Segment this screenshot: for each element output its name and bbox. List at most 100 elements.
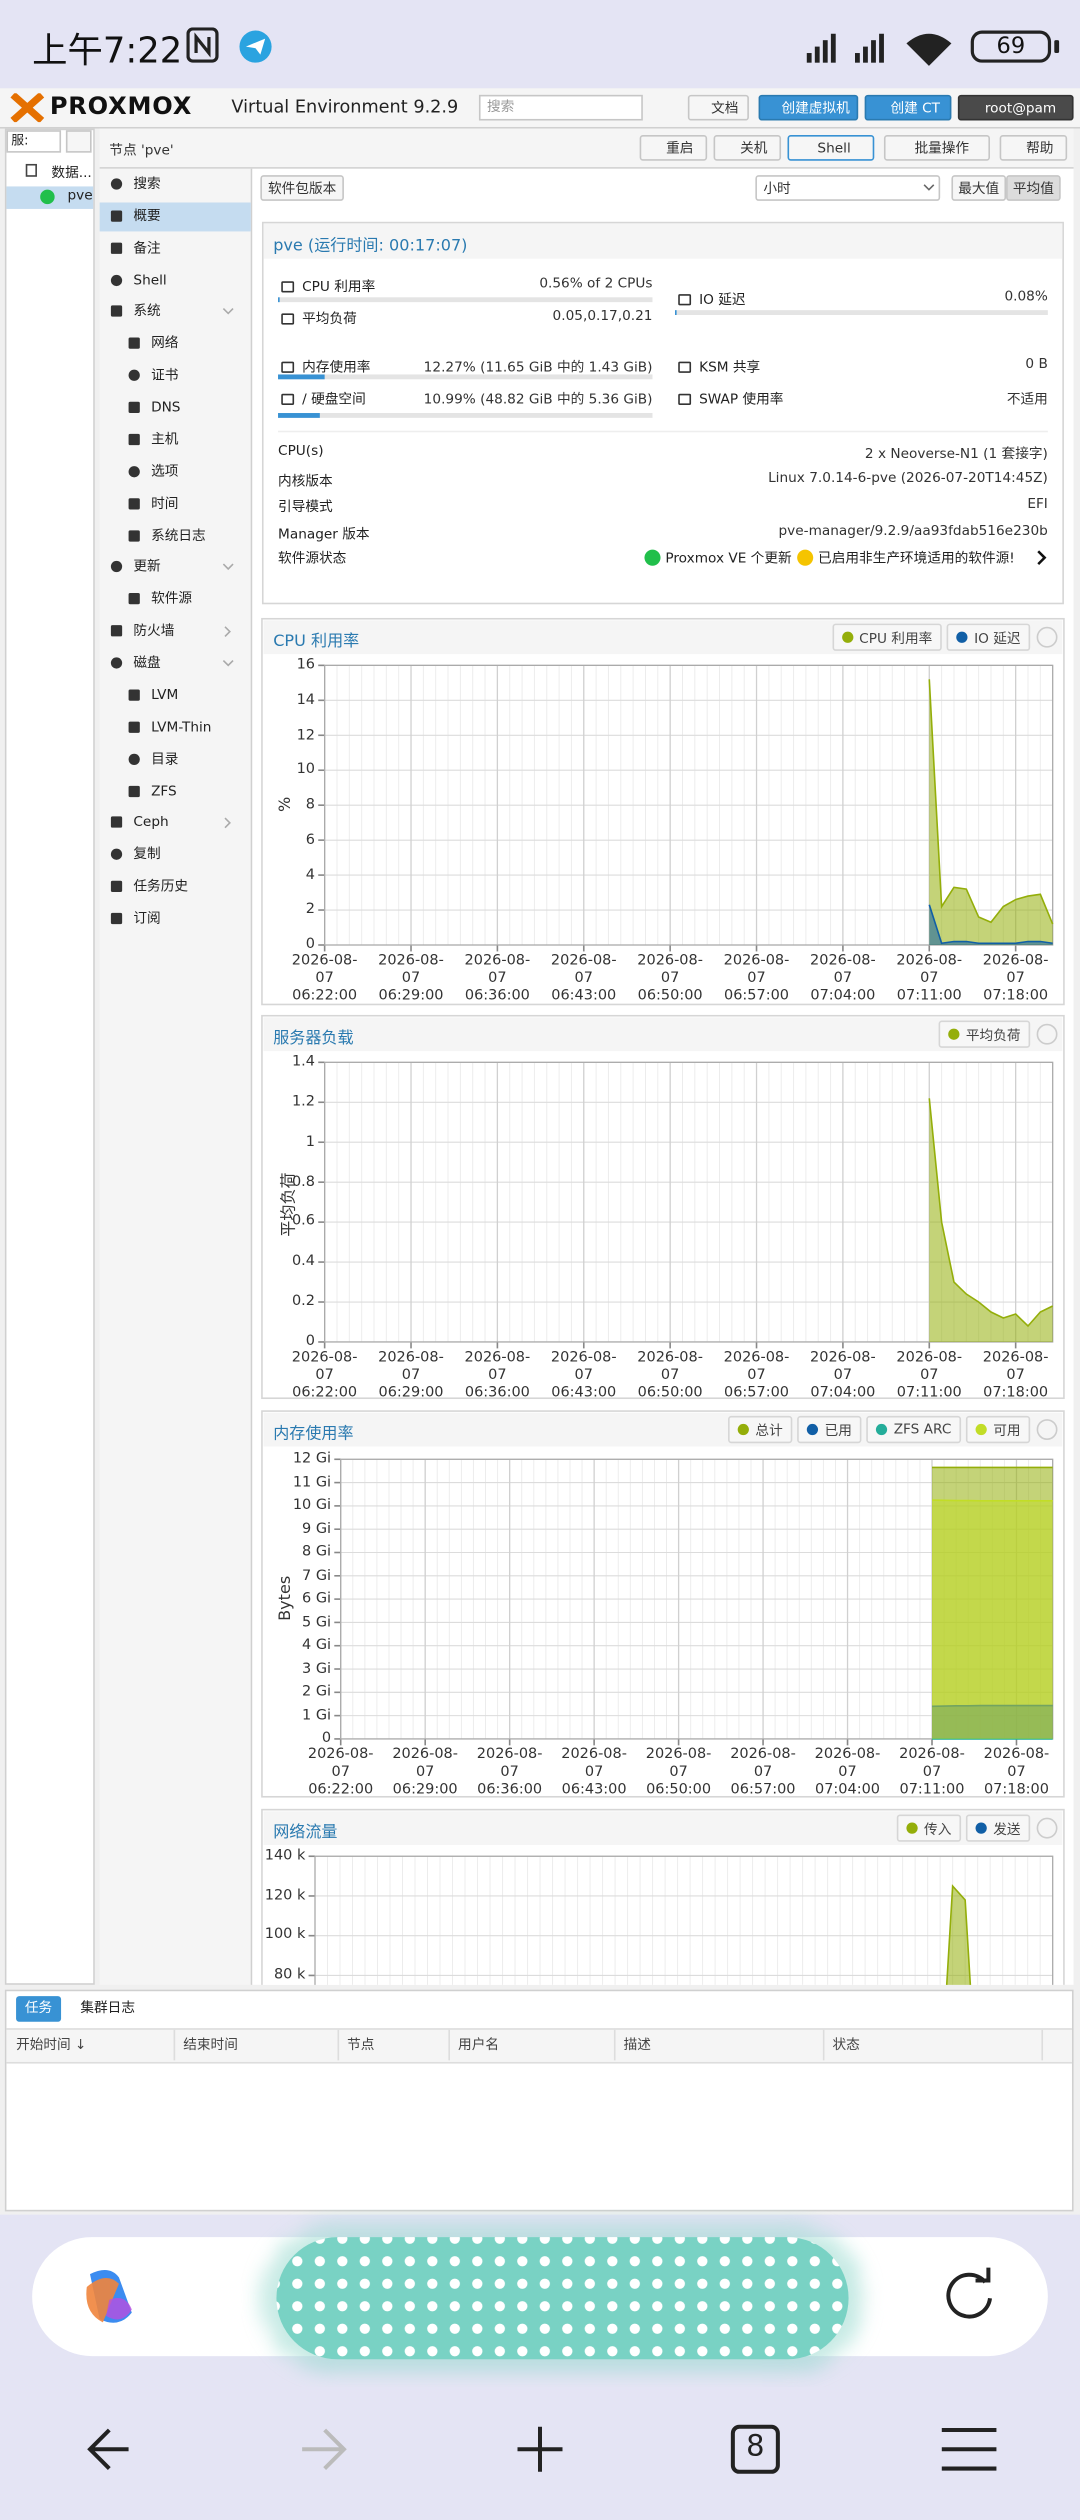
nav-item[interactable]: Ceph xyxy=(133,815,169,832)
brand: PROXMOX xyxy=(49,91,193,121)
chart-toggle[interactable] xyxy=(1036,626,1058,648)
y-tick-label: 1.2 xyxy=(291,1094,315,1111)
legend-item[interactable]: 传入 xyxy=(896,1814,962,1842)
select-arrow xyxy=(923,184,935,191)
nav-item[interactable]: 系统日志 xyxy=(151,528,206,545)
column-header[interactable]: 状态 xyxy=(832,2037,860,2054)
chart-toggle[interactable] xyxy=(1036,1419,1058,1440)
chart-toggle[interactable] xyxy=(1036,1023,1058,1045)
nav-expander[interactable] xyxy=(222,657,235,670)
column-header[interactable]: 开始时间 ↓ xyxy=(16,2037,87,2054)
shell-button[interactable]: Shell xyxy=(787,135,875,161)
legend-item[interactable]: 总计 xyxy=(728,1415,793,1444)
nav-item[interactable]: 备注 xyxy=(133,240,161,257)
tree-item[interactable]: pve xyxy=(67,188,93,205)
column-divider xyxy=(613,2029,616,2061)
legend-item[interactable]: 可用 xyxy=(965,1415,1031,1444)
search-box[interactable]: 搜索 xyxy=(478,94,643,121)
y-tick-label: 2 Gi xyxy=(302,1684,332,1701)
help-button[interactable]: 帮助 xyxy=(999,135,1068,161)
max-toggle[interactable]: 最大值 xyxy=(951,175,1007,201)
legend-label: 平均负荷 xyxy=(965,1027,1021,1044)
column-header[interactable]: 节点 xyxy=(347,2037,375,2054)
nav-expander[interactable] xyxy=(222,306,235,319)
nav-item[interactable]: 网络 xyxy=(151,336,179,353)
y-tick-label: 80 k xyxy=(273,1967,306,1984)
nav-item[interactable]: 软件源 xyxy=(151,591,193,608)
nav-item[interactable]: Shell xyxy=(133,272,167,289)
nav-item[interactable]: 目录 xyxy=(151,751,179,768)
nav-expander[interactable] xyxy=(222,562,235,575)
copilot-icon[interactable] xyxy=(77,2264,141,2328)
nav-item[interactable]: 搜索 xyxy=(133,176,161,193)
nav-item[interactable]: 复制 xyxy=(133,847,161,864)
y-tick-label: 3 Gi xyxy=(302,1660,332,1678)
nav-item[interactable]: DNS xyxy=(151,400,181,417)
y-tick-label: 4 xyxy=(305,867,315,884)
nav-item[interactable]: 证书 xyxy=(151,368,179,385)
nav-icon xyxy=(110,178,123,190)
column-header[interactable]: 结束时间 xyxy=(183,2037,238,2054)
avg-toggle[interactable]: 平均值 xyxy=(1006,175,1061,201)
legend-item[interactable]: 发送 xyxy=(965,1814,1031,1842)
legend-label: 发送 xyxy=(993,1821,1021,1838)
bulk-button[interactable]: 批量操作 xyxy=(883,135,990,161)
area-fill xyxy=(929,1098,1053,1342)
create-ct-button[interactable]: 创建 CT xyxy=(864,94,952,121)
chevron[interactable] xyxy=(1035,550,1048,566)
nav-item[interactable]: 更新 xyxy=(133,559,161,577)
legend-item[interactable]: ZFS ARC xyxy=(866,1415,962,1444)
column-divider xyxy=(822,2029,825,2061)
y-tick-label: 1.4 xyxy=(291,1054,315,1071)
create-vm-button[interactable]: 创建虚拟机 xyxy=(758,94,859,121)
legend-swatch xyxy=(876,1423,888,1436)
nav-item[interactable]: 防火墙 xyxy=(133,623,175,640)
legend: CPU 利用率 IO 延迟 xyxy=(827,623,1058,651)
x-tick-label: 2026-08-07 07:04:00 xyxy=(810,1350,876,1402)
nav-expander[interactable] xyxy=(222,625,235,638)
legend-label: ZFS ARC xyxy=(893,1421,952,1438)
legend-item[interactable]: IO 延迟 xyxy=(946,623,1031,651)
tree-settings[interactable] xyxy=(65,130,92,153)
y-tick-label: 0.8 xyxy=(291,1174,315,1191)
docs-button[interactable]: 文档 xyxy=(687,94,749,121)
legend-item[interactable]: 平均负荷 xyxy=(938,1020,1031,1048)
column-header[interactable]: 描述 xyxy=(623,2037,651,2054)
nav-item[interactable]: 磁盘 xyxy=(133,655,161,672)
x-tick-label: 2026-08-07 06:57:00 xyxy=(723,953,790,1005)
tab-count[interactable]: 8 xyxy=(746,2430,765,2464)
nav-expander[interactable] xyxy=(222,817,235,830)
y-tick-label: 100 k xyxy=(264,1927,306,1944)
chart-toggle[interactable] xyxy=(1036,1817,1058,1839)
y-tick-label: 0 xyxy=(305,936,315,954)
shutdown-button[interactable]: 关机 xyxy=(713,135,782,161)
timeframe-select[interactable]: 小时 xyxy=(755,175,941,201)
nav-item[interactable]: 任务历史 xyxy=(133,879,189,896)
tab[interactable]: 集群日志 xyxy=(80,2000,136,2017)
nav-item[interactable]: LVM-Thin xyxy=(151,719,212,736)
nav-item[interactable]: 概要 xyxy=(133,208,161,225)
tree-item[interactable]: 数据... xyxy=(51,165,92,182)
legend-item[interactable]: CPU 利用率 xyxy=(831,623,942,651)
nav-item[interactable]: 时间 xyxy=(151,496,179,513)
x-tick-label: 2026-08-07 07:18:00 xyxy=(982,1350,1049,1402)
view-select[interactable]: 服: xyxy=(6,130,62,153)
column-header[interactable]: 用户名 xyxy=(458,2037,500,2054)
tab[interactable]: 任务 xyxy=(16,1996,62,2022)
nav-item[interactable]: 订阅 xyxy=(133,911,161,928)
y-tick-label: 0.6 xyxy=(291,1214,315,1231)
nav-item[interactable]: 系统 xyxy=(133,304,161,321)
y-tick-label: 0 xyxy=(321,1730,332,1747)
reboot-button[interactable]: 重启 xyxy=(639,135,708,161)
nav-item[interactable]: 主机 xyxy=(151,432,179,449)
nav-item[interactable]: ZFS xyxy=(151,783,177,800)
nav-item[interactable]: 选项 xyxy=(151,464,179,481)
nav-item[interactable]: LVM xyxy=(151,687,179,704)
y-tick-label: 7 Gi xyxy=(302,1567,332,1584)
user-button[interactable]: root@pam xyxy=(957,94,1074,121)
legend-item[interactable]: 已用 xyxy=(797,1415,862,1444)
row-label: 平均负荷 xyxy=(302,311,357,328)
packages-button[interactable]: 软件包版本 xyxy=(260,175,344,201)
reload-icon[interactable] xyxy=(940,2266,998,2324)
row-label: / 硬盘空间 xyxy=(302,392,366,409)
